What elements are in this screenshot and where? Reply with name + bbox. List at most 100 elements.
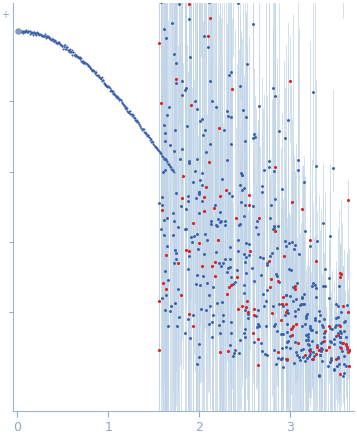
Point [259, 182, 265, 189]
Point [206, 0, 212, 5]
Point [232, 347, 238, 354]
Point [183, 246, 189, 253]
Point [195, 231, 200, 238]
Point [108, 87, 114, 94]
Point [224, 268, 230, 275]
Point [260, 291, 266, 298]
Point [280, 300, 285, 307]
Point [306, 341, 312, 348]
Point [166, 161, 172, 168]
Point [326, 344, 332, 351]
Point [205, 33, 211, 40]
Point [266, 157, 272, 164]
Point [239, 172, 245, 179]
Point [113, 92, 119, 99]
Point [271, 323, 277, 329]
Point [20, 29, 26, 36]
Point [42, 31, 47, 38]
Point [179, 92, 185, 99]
Point [313, 163, 319, 170]
Point [115, 94, 120, 101]
Point [274, 328, 280, 335]
Point [178, 202, 184, 209]
Point [241, 290, 247, 297]
Point [172, 126, 178, 133]
Point [210, 312, 216, 319]
Point [104, 82, 109, 89]
Point [253, 313, 259, 320]
Point [32, 30, 37, 37]
Point [186, 15, 192, 22]
Point [59, 41, 64, 48]
Point [272, 195, 278, 202]
Point [316, 308, 322, 315]
Point [230, 281, 236, 288]
Point [40, 33, 45, 40]
Point [41, 32, 46, 39]
Point [191, 233, 197, 240]
Point [193, 281, 199, 288]
Point [39, 33, 45, 40]
Point [196, 189, 202, 196]
Point [226, 347, 231, 354]
Point [127, 109, 132, 116]
Point [209, 334, 215, 341]
Point [275, 349, 281, 356]
Point [186, 157, 192, 164]
Point [194, 0, 200, 4]
Point [279, 185, 285, 192]
Point [335, 303, 341, 310]
Point [336, 321, 342, 328]
Point [327, 232, 333, 239]
Point [251, 339, 257, 346]
Point [161, 232, 166, 239]
Point [81, 59, 87, 66]
Point [173, 250, 179, 257]
Point [120, 100, 126, 107]
Point [237, 82, 243, 89]
Point [256, 362, 261, 369]
Point [133, 117, 139, 124]
Point [205, 237, 210, 244]
Point [342, 360, 347, 367]
Point [246, 241, 251, 248]
Point [346, 347, 352, 354]
Point [52, 37, 58, 44]
Point [225, 264, 231, 271]
Point [282, 312, 288, 319]
Point [157, 149, 163, 156]
Point [43, 33, 49, 40]
Point [102, 81, 108, 88]
Point [346, 362, 352, 369]
Point [294, 280, 300, 287]
Point [97, 74, 102, 81]
Point [121, 102, 126, 109]
Point [160, 168, 165, 175]
Point [288, 267, 294, 274]
Point [49, 35, 54, 42]
Point [197, 281, 203, 288]
Point [150, 139, 155, 146]
Point [84, 61, 90, 68]
Point [283, 291, 288, 298]
Point [111, 90, 117, 97]
Point [345, 308, 351, 315]
Point [216, 321, 222, 328]
Point [57, 41, 63, 48]
Point [320, 324, 326, 331]
Point [132, 116, 138, 123]
Point [116, 94, 121, 101]
Point [179, 146, 185, 153]
Point [110, 88, 116, 95]
Point [55, 39, 61, 46]
Point [93, 68, 99, 75]
Point [197, 177, 202, 184]
Point [318, 345, 324, 352]
Point [268, 201, 273, 208]
Point [280, 302, 286, 309]
Point [347, 347, 352, 354]
Point [243, 253, 249, 260]
Point [99, 74, 105, 81]
Point [314, 343, 320, 350]
Point [149, 138, 154, 145]
